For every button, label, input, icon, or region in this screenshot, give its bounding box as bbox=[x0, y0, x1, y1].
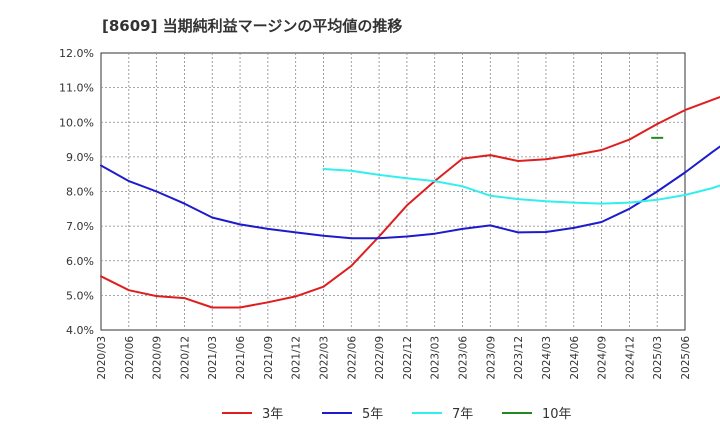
x-tick-label: 2020/03 bbox=[96, 336, 108, 380]
legend-label: 5年 bbox=[362, 407, 383, 422]
x-tick-label: 2022/12 bbox=[402, 336, 414, 380]
x-tick-label: 2023/06 bbox=[458, 336, 470, 380]
y-tick-label: 5.0% bbox=[66, 289, 94, 302]
x-tick-label: 2022/06 bbox=[346, 336, 358, 380]
x-tick-label: 2020/09 bbox=[152, 336, 164, 380]
y-axis-ticks: 4.0% 5.0% 6.0% 7.0% 8.0% 9.0% 10.0% 11.0% 12.0% bbox=[59, 47, 94, 337]
series-line-3 bbox=[322, 168, 720, 205]
x-axis-ticks: 2020/03 2020/06 2020/09 2020/12 2021/03 2021/… bbox=[96, 336, 692, 380]
x-tick-label: 2021/12 bbox=[291, 336, 303, 380]
legend-label: 10年 bbox=[542, 407, 572, 422]
grid bbox=[101, 53, 685, 330]
x-tick-label: 2024/09 bbox=[597, 336, 609, 380]
y-tick-label: 9.0% bbox=[66, 151, 94, 164]
x-tick-label: 2023/03 bbox=[430, 336, 442, 380]
series-lines bbox=[100, 95, 720, 309]
x-tick-label: 2023/12 bbox=[513, 336, 525, 380]
x-tick-label: 2024/06 bbox=[569, 336, 581, 380]
legend-label: 3年 bbox=[262, 407, 283, 422]
y-tick-label: 4.0% bbox=[66, 324, 94, 337]
y-tick-label: 11.0% bbox=[59, 82, 94, 95]
series-line-1 bbox=[100, 95, 720, 309]
y-tick-label: 10.0% bbox=[59, 116, 94, 129]
x-tick-label: 2022/09 bbox=[374, 336, 386, 380]
x-tick-label: 2023/09 bbox=[485, 336, 497, 380]
x-tick-label: 2020/06 bbox=[124, 336, 136, 380]
chart-title: [8609] 当期純利益マージンの平均値の推移 bbox=[102, 17, 402, 35]
y-tick-label: 12.0% bbox=[59, 47, 94, 60]
series-line-2 bbox=[100, 145, 720, 240]
y-tick-label: 7.0% bbox=[66, 220, 94, 233]
y-tick-label: 8.0% bbox=[66, 186, 94, 199]
x-tick-label: 2024/12 bbox=[624, 336, 636, 380]
x-tick-label: 2021/06 bbox=[235, 336, 247, 380]
legend: 3年 5年 7年 10年 bbox=[222, 407, 572, 422]
x-tick-label: 2021/09 bbox=[263, 336, 275, 380]
x-tick-label: 2024/03 bbox=[541, 336, 553, 380]
x-tick-label: 2022/03 bbox=[318, 336, 330, 380]
legend-label: 7年 bbox=[452, 407, 473, 422]
x-tick-label: 2025/06 bbox=[680, 336, 692, 380]
y-tick-label: 6.0% bbox=[66, 255, 94, 268]
x-tick-label: 2025/03 bbox=[652, 336, 664, 380]
x-tick-label: 2020/12 bbox=[179, 336, 191, 380]
x-tick-label: 2021/03 bbox=[207, 336, 219, 380]
